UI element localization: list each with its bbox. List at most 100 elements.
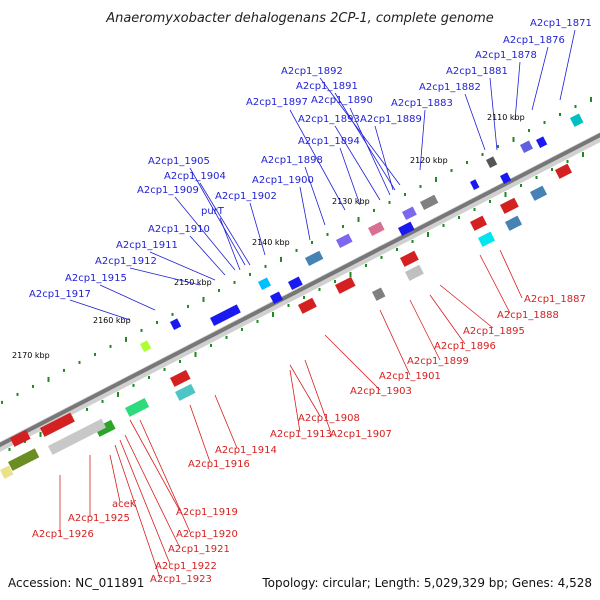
gene-label[interactable]: A2cp1_1893 (298, 114, 360, 125)
gene-label[interactable]: A2cp1_1922 (155, 561, 217, 572)
gene-label[interactable]: A2cp1_1878 (475, 50, 537, 61)
gene-label[interactable]: A2cp1_1883 (391, 98, 453, 109)
tick-mark (8, 447, 11, 451)
tick-mark (489, 199, 491, 203)
reverse-gene-feature (405, 264, 424, 281)
gene-label[interactable]: A2cp1_1923 (150, 574, 212, 585)
label-leader (304, 166, 326, 226)
label-leader (139, 419, 191, 533)
tick-mark (458, 215, 460, 219)
label-leader (339, 147, 361, 206)
gene-label[interactable]: A2cp1_1920 (176, 529, 238, 540)
gene-label[interactable]: A2cp1_1891 (296, 81, 358, 92)
gene-label[interactable]: A2cp1_1917 (29, 289, 91, 300)
gene-label[interactable]: A2cp1_1903 (350, 386, 412, 397)
reverse-gene-feature (504, 215, 523, 231)
tick-mark (318, 287, 321, 291)
label-leader (559, 29, 576, 101)
gene-label[interactable]: A2cp1_1909 (137, 185, 199, 196)
gene-label[interactable]: A2cp1_1925 (68, 513, 130, 524)
label-leader (199, 182, 251, 266)
gene-label[interactable]: A2cp1_1881 (446, 66, 508, 77)
label-leader (114, 444, 161, 579)
label-leader (214, 394, 238, 449)
gene-label[interactable]: A2cp1_1882 (419, 82, 481, 93)
tick-mark (427, 231, 429, 237)
label-leader (189, 404, 211, 463)
gene-label[interactable]: A2cp1_1915 (65, 273, 127, 284)
gene-label[interactable]: A2cp1_1899 (407, 356, 469, 367)
tick-mark (473, 207, 476, 211)
gene-label[interactable]: A2cp1_1898 (261, 155, 323, 166)
tick-mark (109, 344, 112, 348)
gene-label[interactable]: aceK (112, 499, 137, 510)
tick-mark (334, 279, 336, 283)
tick-mark (256, 319, 259, 323)
tick-mark (249, 272, 251, 276)
label-leader (174, 196, 236, 271)
gene-label[interactable]: A2cp1_1892 (281, 66, 343, 77)
gene-label[interactable]: A2cp1_1926 (32, 529, 94, 540)
tick-mark (450, 168, 453, 172)
gene-label[interactable]: A2cp1_1876 (503, 35, 565, 46)
gene-label[interactable]: A2cp1_1919 (176, 507, 238, 518)
forward-gene-feature (470, 179, 480, 191)
gene-label[interactable]: A2cp1_1905 (148, 156, 210, 167)
gene-label[interactable]: A2cp1_1896 (434, 341, 496, 352)
label-leader (379, 309, 411, 376)
gene-label[interactable]: A2cp1_1902 (215, 191, 277, 202)
scale-label: 2120 kbp (410, 156, 448, 165)
tick-mark (171, 312, 174, 316)
label-leader (419, 109, 426, 171)
gene-label[interactable]: A2cp1_1894 (298, 136, 360, 147)
reverse-gene-feature (477, 231, 496, 247)
gene-label[interactable]: A2cp1_1895 (463, 326, 525, 337)
tick-mark (117, 391, 119, 397)
gene-label[interactable]: A2cp1_1888 (497, 310, 559, 321)
gene-label[interactable]: A2cp1_1914 (215, 445, 277, 456)
gene-label[interactable]: A2cp1_1916 (188, 459, 250, 470)
gene-label[interactable]: A2cp1_1913 (270, 429, 332, 440)
tick-mark (132, 383, 135, 387)
label-leader (334, 92, 396, 191)
tick-mark (481, 152, 484, 156)
gene-label[interactable]: A2cp1_1912 (95, 256, 157, 267)
gene-label[interactable]: A2cp1_1921 (168, 544, 230, 555)
gene-label[interactable]: purT (201, 206, 225, 217)
scale-label: 2140 kbp (252, 238, 290, 247)
forward-gene-feature (486, 156, 498, 169)
gene-label[interactable]: A2cp1_1907 (330, 429, 392, 440)
label-leaders (59, 29, 576, 579)
gene-label[interactable]: A2cp1_1908 (298, 413, 360, 424)
label-leader (409, 299, 441, 361)
gene-label[interactable]: A2cp1_1897 (246, 97, 308, 108)
tick-mark (241, 327, 243, 331)
tick-mark (590, 97, 592, 102)
gene-label[interactable]: A2cp1_1887 (524, 294, 586, 305)
gene-label[interactable]: A2cp1_1889 (360, 114, 422, 125)
gene-label[interactable]: A2cp1_1900 (252, 175, 314, 186)
gene-label[interactable]: A2cp1_1871 (530, 18, 592, 29)
gene-label[interactable]: A2cp1_1890 (311, 95, 373, 106)
tick-mark (512, 136, 515, 142)
tick-mark (156, 320, 158, 324)
scale-labels: 2110 kbp 2120 kbp 2130 kbp 2140 kbp 2150… (12, 113, 525, 360)
label-leader (374, 125, 394, 191)
label-leader (189, 235, 226, 276)
tick-mark (1, 400, 3, 404)
tick-mark (225, 335, 228, 339)
tick-mark (373, 208, 375, 212)
forward-gene-labels: A2cp1_1871 A2cp1_1876 A2cp1_1878 A2cp1_1… (29, 18, 592, 300)
tick-mark (187, 304, 189, 308)
tick-mark (47, 376, 50, 382)
gene-label[interactable]: A2cp1_1910 (148, 224, 210, 235)
tick-mark (163, 367, 166, 371)
gene-label[interactable]: A2cp1_1901 (379, 371, 441, 382)
tick-mark (504, 191, 507, 197)
gene-label[interactable]: A2cp1_1911 (116, 240, 178, 251)
gene-label[interactable]: A2cp1_1904 (164, 171, 226, 182)
label-leader (289, 369, 301, 433)
label-leader (99, 284, 156, 311)
forward-gene-feature (336, 233, 353, 249)
label-leader (319, 77, 401, 186)
